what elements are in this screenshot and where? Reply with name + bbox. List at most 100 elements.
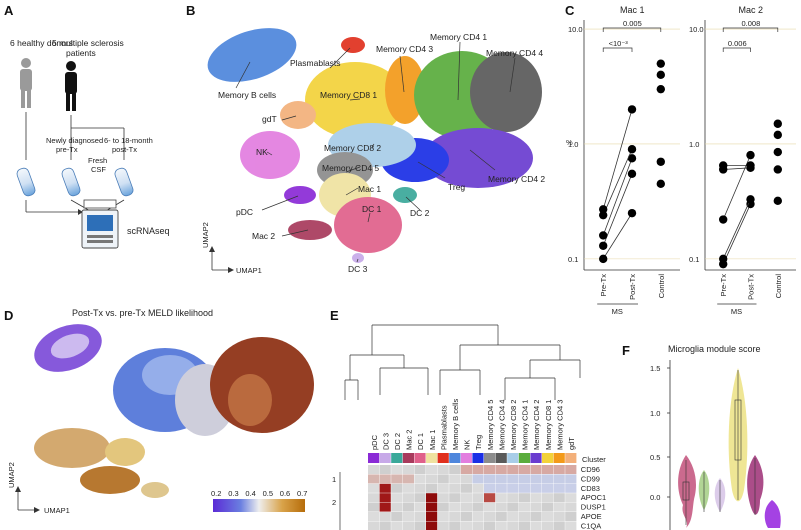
- heatmap-cell: [565, 483, 577, 493]
- heatmap-cell: [542, 502, 554, 512]
- mac2-chart: Mac 2 0.1 1.0 10.0 Pre-Tx Post-Tx Control MS 0.0…: [689, 5, 796, 316]
- cluster-color-cell: [426, 453, 438, 463]
- panel-label-a: A: [4, 3, 14, 18]
- heatmap-cell: [379, 502, 391, 512]
- gene-label: CD99: [581, 474, 600, 483]
- data-point-pre: [599, 241, 608, 250]
- data-point-post: [627, 208, 637, 218]
- heatmap-cell: [460, 474, 472, 484]
- cluster-label: NK: [256, 147, 268, 157]
- cluster-dc-2: [393, 187, 417, 203]
- heatmap-cell: [402, 502, 414, 512]
- heatmap-cell: [368, 474, 380, 484]
- data-point-control: [773, 165, 782, 174]
- cluster-label: Memory CD4 4: [486, 48, 543, 58]
- heatmap-cell: [495, 483, 507, 493]
- data-point-post: [627, 169, 637, 179]
- data-point-control: [656, 157, 665, 166]
- y-tick-label: 1.0: [568, 140, 578, 149]
- meld-umap: [34, 324, 314, 498]
- data-point-post: [746, 150, 755, 160]
- pair-line: [602, 109, 633, 210]
- heatmap-cell: [553, 502, 565, 512]
- cluster-color-cell: [507, 453, 519, 463]
- heatmap-cell: [449, 502, 461, 512]
- y-axis-label: %: [566, 138, 573, 147]
- heatmap-cell: [553, 483, 565, 493]
- heatmap-cell: [426, 483, 438, 493]
- patient-icon: [65, 61, 77, 111]
- heatmap-cell: [426, 493, 438, 503]
- cluster-label: pDC: [236, 207, 253, 217]
- cluster-color-cell: [391, 453, 403, 463]
- healthy-donor-icon: [20, 58, 32, 108]
- heatmap-cell: [368, 465, 380, 474]
- heatmap-cell: [437, 465, 449, 474]
- heatmap-cell: [402, 521, 414, 530]
- heatmap-cell: [484, 483, 496, 493]
- panel-label-e: E: [330, 308, 339, 323]
- data-point-pre: [719, 161, 728, 170]
- heatmap-cell: [484, 474, 496, 484]
- cluster-label: DC 3: [348, 264, 368, 274]
- heatmap-cell: [449, 483, 461, 493]
- y-tick-label: 0.1: [568, 255, 578, 264]
- post-tx-label-1: 6- to 18-month: [104, 136, 153, 145]
- heatmap-column-label: Memory CD4 3: [555, 400, 564, 450]
- heatmap-cell: [495, 502, 507, 512]
- newly-diagnosed-label-2: pre-Tx: [56, 145, 78, 154]
- heatmap-cell: [518, 512, 530, 521]
- heatmap-cell: [530, 512, 542, 521]
- cluster-plasmablasts: [341, 37, 365, 53]
- heatmap-cell: [542, 474, 554, 484]
- p-value-label: 0.006: [728, 39, 747, 48]
- cluster-color-cell: [565, 453, 577, 463]
- cluster-color-cell: [530, 453, 542, 463]
- heatmap-cell: [518, 521, 530, 530]
- cluster-label: Memory B cells: [218, 90, 276, 100]
- significance-bracket: [722, 47, 751, 52]
- microglia-title: Microglia module score: [668, 344, 761, 354]
- heatmap-cell: [437, 512, 449, 521]
- violins: [678, 368, 781, 528]
- cluster-gdt: [280, 101, 316, 129]
- cluster-label: Memory CD4 2: [488, 174, 545, 184]
- heatmap-cell: [518, 465, 530, 474]
- heatmap-cell: [449, 493, 461, 503]
- violin: [764, 500, 781, 528]
- heatmap-cell: [460, 493, 472, 503]
- heatmap-cell: [484, 502, 496, 512]
- heatmap-column-label: Mac 1: [428, 430, 437, 450]
- scrnaseq-label: scRNAseq: [127, 226, 170, 236]
- cluster-memory-cd4-2: [423, 128, 533, 188]
- cluster-label: Memory CD4 3: [376, 44, 433, 54]
- data-point-control: [656, 179, 665, 189]
- heatmap-cell: [414, 521, 426, 530]
- heatmap-cell: [437, 474, 449, 484]
- heatmap-cell: [391, 474, 403, 484]
- heatmap-cell: [426, 521, 438, 530]
- p-value-label: 0.005: [623, 19, 642, 28]
- f-ytick: 1.5: [650, 364, 660, 373]
- heatmap-cell: [426, 474, 438, 484]
- heatmap-cell: [507, 502, 519, 512]
- heatmap-cell: [426, 465, 438, 474]
- mac1-chart: Mac 1 0.1 1.0 10.0% Pre-Tx Post-Tx Control MS 0.…: [566, 5, 680, 316]
- heatmap-cell: [391, 502, 403, 512]
- data-point-post: [627, 154, 637, 163]
- p-value-label: <10⁻³: [609, 39, 629, 48]
- ms-group-label: MS: [731, 307, 742, 316]
- f-ytick: 0.5: [650, 453, 660, 462]
- panel-a: A 6 healthy donors 5 multiple sclerosis …: [4, 3, 170, 249]
- cluster-color-cell: [518, 453, 530, 463]
- f-ytick: 1.0: [650, 409, 660, 418]
- heatmap-cell: [530, 521, 542, 530]
- panel-d: D Post-Tx vs. pre-Tx MELD likelihood UMA…: [4, 308, 314, 515]
- heatmap-cell: [518, 493, 530, 503]
- panel-e: E pDC DC 3 DC 2 Mac 2 DC 1 Mac 1 Plasmablasts M…: [330, 308, 606, 530]
- umap-axes-b: UMAP1 UMAP2: [201, 222, 262, 275]
- heatmap-cell: [484, 512, 496, 521]
- sequencer-icon: [81, 199, 119, 249]
- colorbar-tick: 0.7: [297, 489, 307, 498]
